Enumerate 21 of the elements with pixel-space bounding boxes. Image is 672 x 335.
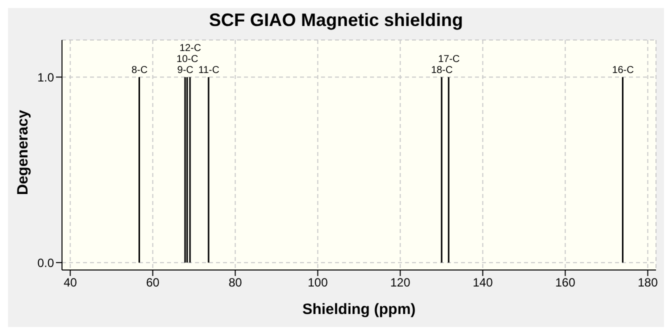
x-tick-label: 80 (228, 276, 242, 290)
x-axis-title: Shielding (ppm) (302, 301, 416, 318)
annotation: 17-C (438, 54, 460, 66)
annotation: 16-C (612, 65, 634, 76)
x-tick-label: 140 (472, 276, 494, 290)
y-axis-title: Degeneracy (14, 109, 32, 195)
annotation: 8-C (131, 65, 148, 76)
x-tick-label: 160 (555, 276, 576, 290)
chart-title: SCF GIAO Magnetic shielding (208, 9, 464, 32)
x-tick-label: 180 (638, 276, 658, 290)
annotation: 18-C (431, 65, 453, 76)
annotation: 11-C (198, 65, 220, 76)
annotation: 10-C (176, 54, 198, 66)
y-tick-label: 1.0 (37, 70, 54, 84)
annotation: 9-C (177, 65, 194, 76)
x-tick-label: 100 (308, 276, 328, 290)
x-tick-label: 120 (390, 276, 411, 290)
x-tick-label: 40 (64, 276, 78, 290)
x-tick-label: 60 (146, 276, 160, 290)
y-tick-label: 0.0 (37, 256, 54, 270)
annotation: 12-C (179, 43, 202, 54)
